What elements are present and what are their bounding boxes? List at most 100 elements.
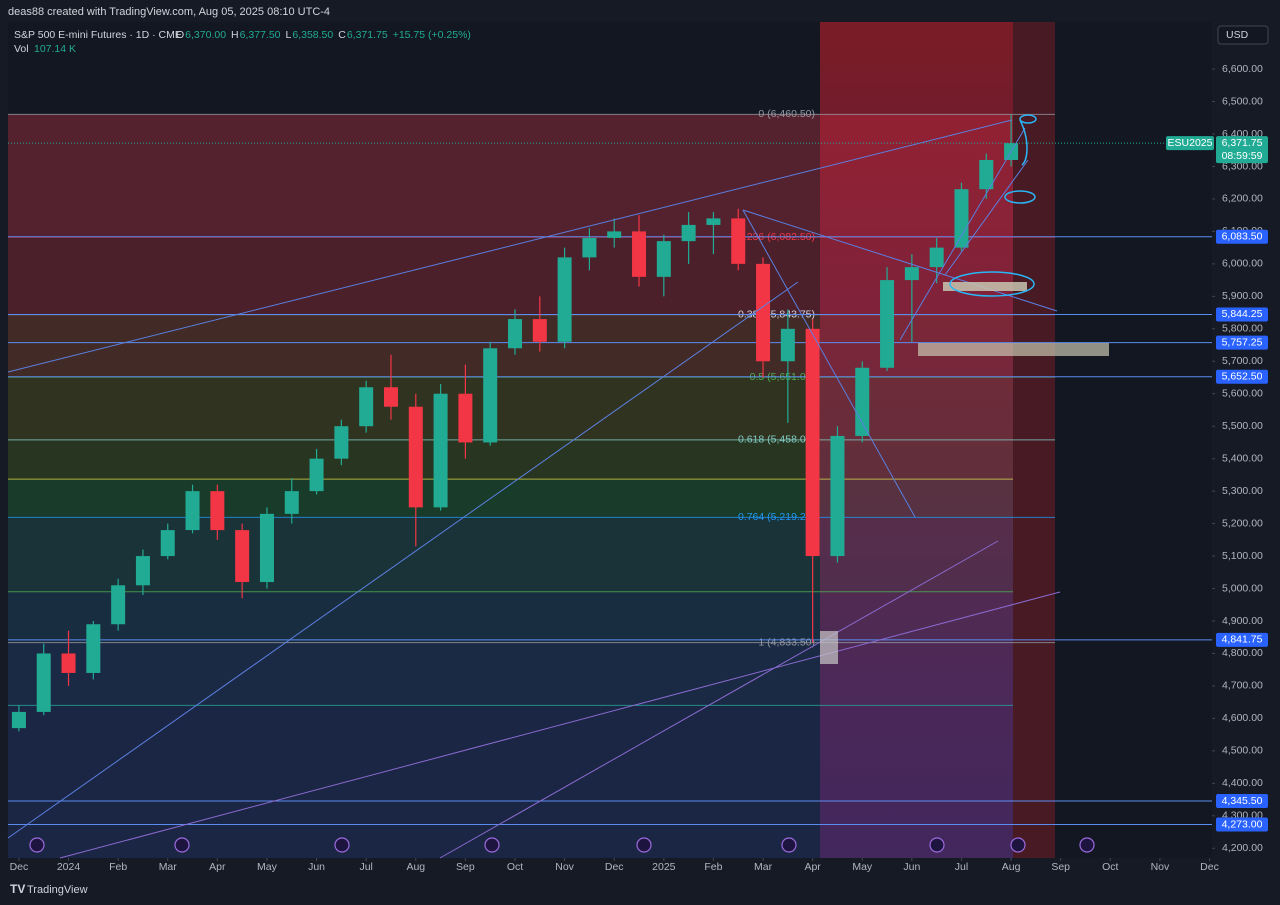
ohlc-value: 6,371.75 — [347, 29, 388, 41]
last-price-label: 6,371.75 — [1222, 137, 1263, 149]
trend-line — [7, 119, 1013, 373]
y-tick-label: 4,700.00 — [1222, 680, 1263, 692]
candle-body — [334, 426, 349, 459]
fib-label: 1 (4,833.50) — [758, 636, 815, 648]
y-tick-label: 4,400.00 — [1222, 777, 1263, 789]
trend-line — [742, 209, 1058, 312]
y-tick-label: 5,900.00 — [1222, 290, 1263, 302]
change: +15.75 (+0.25%) — [393, 29, 471, 41]
candle-body — [681, 224, 696, 242]
price-line-label: 4,841.75 — [1222, 634, 1263, 646]
event-marker — [484, 837, 500, 853]
candle-body — [830, 435, 845, 557]
x-tick-label: May — [257, 861, 278, 873]
candle-body — [929, 247, 944, 268]
y-tick-label: 5,500.00 — [1222, 420, 1263, 432]
y-tick-label: 6,000.00 — [1222, 258, 1263, 270]
event-marker — [29, 837, 45, 853]
y-tick-label: 5,600.00 — [1222, 388, 1263, 400]
annotation-stroke — [1019, 119, 1028, 166]
symbol-tag — [1166, 136, 1214, 151]
x-tick-label: Nov — [1151, 861, 1170, 873]
price-line-label: 5,757.25 — [1222, 336, 1263, 348]
y-tick-label: 5,300.00 — [1222, 485, 1263, 497]
x-tick-label: Aug — [1002, 861, 1021, 873]
fib-label: 0.764 (5,219.25) — [738, 511, 815, 523]
price-line-tag — [1216, 794, 1268, 809]
event-marker — [1079, 837, 1095, 853]
y-tick-label: 5,700.00 — [1222, 355, 1263, 367]
volume-label: Vol — [14, 43, 29, 55]
x-tick-label: Dec — [10, 861, 29, 873]
candle-body — [36, 653, 51, 712]
candle-body — [160, 530, 175, 557]
y-tick-label: 5,400.00 — [1222, 452, 1263, 464]
x-tick-label: May — [852, 861, 873, 873]
annotations — [949, 114, 1037, 297]
candle-body — [706, 218, 721, 225]
ohlc-value: 6,370.00 — [185, 29, 226, 41]
candle-body — [855, 367, 870, 436]
candle-body — [979, 159, 994, 190]
ohlc-label: O — [176, 29, 184, 41]
trend-line — [439, 540, 999, 859]
price-line-label: 4,273.00 — [1222, 818, 1263, 830]
x-tick-label: Mar — [754, 861, 773, 873]
candle-body — [235, 530, 250, 583]
annotation-ellipse — [1019, 114, 1037, 124]
candle-body — [483, 348, 498, 443]
ohlc-label: L — [286, 29, 292, 41]
event-marker — [781, 837, 797, 853]
y-tick-label: 6,200.00 — [1222, 193, 1263, 205]
annotation-ellipse — [949, 271, 1035, 297]
price-line-label: 6,083.50 — [1222, 231, 1263, 243]
price-line-tag — [1216, 632, 1268, 647]
event-markers — [29, 837, 1095, 853]
candle-body — [11, 711, 26, 729]
x-tick-label: Dec — [605, 861, 624, 873]
event-marker — [174, 837, 190, 853]
last-price-tag — [1216, 136, 1268, 164]
candle-body — [656, 241, 671, 277]
countdown: 08:59:59 — [1222, 150, 1263, 162]
x-tick-label: Jun — [308, 861, 325, 873]
x-tick-label: 2024 — [57, 861, 81, 873]
price-line-label: 5,844.25 — [1222, 308, 1263, 320]
trend-line — [899, 127, 1026, 341]
candle-body — [135, 556, 150, 586]
fib-label: 0.618 (5,458.00) — [738, 434, 815, 446]
x-tick-label: 2025 — [652, 861, 676, 873]
x-tick-label: Jun — [903, 861, 920, 873]
currency-button[interactable] — [1217, 25, 1269, 45]
footer-brand: TradingView — [27, 884, 88, 896]
candle-body — [433, 393, 448, 508]
candle-body — [210, 491, 225, 531]
candle-body — [557, 257, 572, 342]
trend-line — [742, 209, 916, 518]
x-tick-label: Apr — [209, 861, 226, 873]
event-marker — [636, 837, 652, 853]
candle-body — [111, 585, 126, 625]
price-axis: 4,200.004,300.004,400.004,500.004,600.00… — [8, 63, 1268, 854]
price-line-tag — [1216, 307, 1268, 322]
y-tick-label: 4,600.00 — [1222, 712, 1263, 724]
annotation-ellipse — [1004, 190, 1036, 204]
x-tick-label: Oct — [1102, 861, 1118, 873]
zone-box — [820, 631, 838, 664]
candle-body — [383, 387, 398, 407]
candles — [11, 114, 1019, 732]
y-tick-label: 6,600.00 — [1222, 63, 1263, 75]
candle-body — [359, 387, 374, 427]
event-marker — [1010, 837, 1026, 853]
currency[interactable]: USD — [1226, 29, 1249, 41]
y-tick-label: 5,000.00 — [1222, 582, 1263, 594]
author-line: deas88 created with TradingView.com, Aug… — [8, 6, 330, 18]
candle-body — [805, 328, 820, 557]
y-tick-label: 5,200.00 — [1222, 517, 1263, 529]
candle-body — [582, 237, 597, 258]
ohlc-value: 6,358.50 — [292, 29, 333, 41]
price-line-tag — [1216, 369, 1268, 384]
y-tick-label: 5,800.00 — [1222, 323, 1263, 335]
candle-body — [284, 491, 299, 514]
